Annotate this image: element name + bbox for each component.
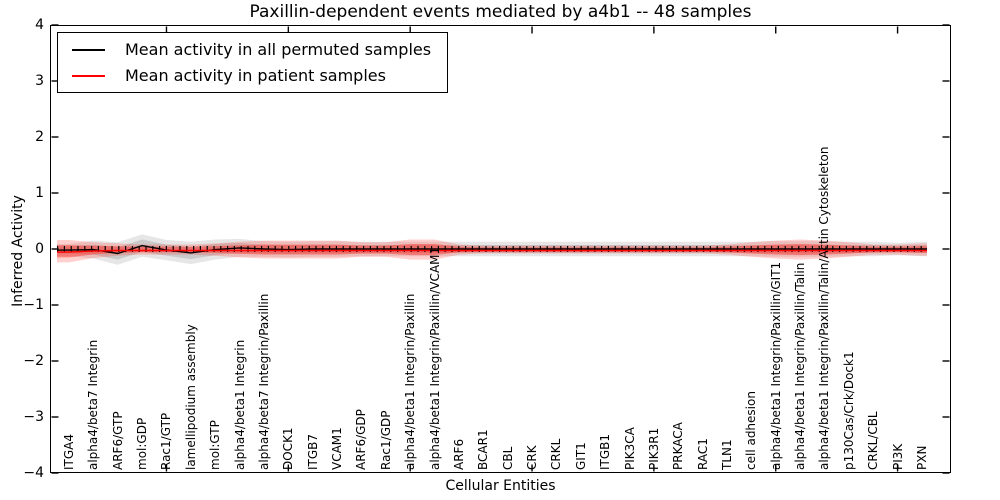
x-tick-label: CRKL <box>549 438 564 470</box>
legend-entry-permuted: Mean activity in all permuted samples <box>72 40 431 59</box>
plot-frame <box>50 25 951 473</box>
x-tick-label: cell adhesion <box>744 391 759 470</box>
x-tick-label: PI3K <box>890 443 905 470</box>
x-tick-label: Rac1/GTP <box>159 412 174 470</box>
x-tick-label: ARF6/GDP <box>354 409 369 470</box>
x-tick-label: RAC1 <box>695 438 710 470</box>
x-tick-label: GIT1 <box>573 442 588 470</box>
x-tick-label: PIK3R1 <box>646 427 661 470</box>
x-tick-label: CRK <box>525 445 540 470</box>
x-tick-label: VCAM1 <box>330 427 345 470</box>
y-tick-label: 4 <box>35 17 44 33</box>
x-tick-label: PRKACA <box>671 422 686 470</box>
x-tick-label: TLN1 <box>719 439 734 470</box>
x-tick-label: alpha4/beta7 Integrin/Paxillin <box>256 293 271 470</box>
legend: Mean activity in all permuted samples Me… <box>57 32 449 93</box>
y-tick-label: −2 <box>23 353 44 369</box>
x-tick-label: alpha4/beta1 Integrin/Paxillin <box>403 293 418 470</box>
legend-entry-patient: Mean activity in patient samples <box>72 66 431 85</box>
x-tick-label: mol:GTP <box>208 420 223 470</box>
patient-line-swatch <box>72 74 105 77</box>
x-tick-label: ITGB1 <box>598 433 613 470</box>
x-tick-label: lamellipodium assembly <box>183 324 198 470</box>
y-tick-label: 3 <box>35 73 44 89</box>
y-tick-label: 2 <box>35 129 44 145</box>
y-tick-label: −4 <box>23 465 44 481</box>
x-tick-label: mol:GDP <box>135 417 150 470</box>
permuted-mean-line <box>57 244 927 255</box>
x-tick-label: Rac1/GDP <box>378 410 393 470</box>
permuted-line-swatch <box>72 48 105 51</box>
x-tick-label: p130Cas/Crk/Dock1 <box>841 351 856 470</box>
x-tick-label: PXN <box>914 445 929 470</box>
y-tick-label: 0 <box>35 241 44 257</box>
x-tick-label: alpha4/beta7 Integrin <box>86 339 101 470</box>
x-tick-label: ARF6/GTP <box>110 411 125 470</box>
legend-label-permuted: Mean activity in all permuted samples <box>125 40 432 59</box>
x-tick-label: BCAR1 <box>476 429 491 470</box>
x-tick-label: ITGA4 <box>62 433 76 470</box>
x-tick-label: ITGB7 <box>305 433 320 470</box>
x-tick-label: alpha4/beta1 Integrin/Paxillin/GIT1 <box>768 261 783 470</box>
chart-title: Paxillin-dependent events mediated by a4… <box>249 2 752 22</box>
x-tick-label: CBL <box>500 446 515 470</box>
x-tick-label: ARF6 <box>451 438 466 470</box>
y-tick-label: −3 <box>23 409 44 425</box>
x-tick-label: CRKL/CBL <box>866 411 881 470</box>
x-tick-label: alpha4/beta1 Integrin <box>232 339 247 470</box>
x-tick-label: DOCK1 <box>281 427 296 470</box>
x-tick-label: alpha4/beta1 Integrin/Paxillin/VCAM1 <box>427 246 442 470</box>
patient-mean-line <box>57 249 927 253</box>
x-tick-label: alpha4/beta1 Integrin/Paxillin/Talin <box>793 262 808 470</box>
y-tick-label: 1 <box>35 185 44 201</box>
x-tick-label: alpha4/beta1 Integrin/Paxillin/Talin/Act… <box>817 146 832 470</box>
x-tick-label: PIK3CA <box>622 427 637 470</box>
legend-label-patient: Mean activity in patient samples <box>125 66 386 85</box>
x-axis-label: Cellular Entities <box>445 478 556 494</box>
y-tick-label: −1 <box>23 297 44 313</box>
